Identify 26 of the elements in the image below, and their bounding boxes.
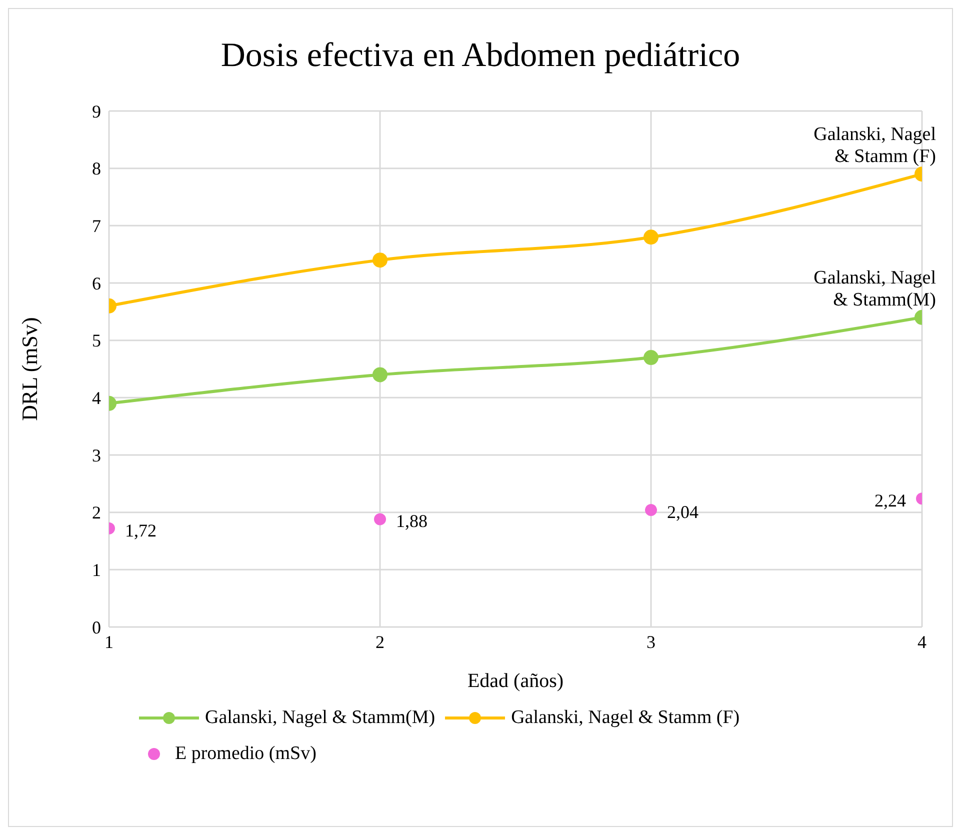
y-tick-label: 8 [92,158,101,179]
x-tick-label: 4 [918,632,926,652]
y-tick-label: 4 [92,388,101,408]
legend-label: Galanski, Nagel & Stamm (F) [511,707,740,729]
legend-label: Galanski, Nagel & Stamm(M) [205,707,436,729]
data-label: 1,72 [125,520,156,540]
data-label: 1,88 [396,511,428,532]
x-tick-label: 2 [376,632,384,652]
legend-label: E promedio (mSv) [175,743,316,765]
y-tick-label: 5 [92,330,101,351]
y-tick-label: 1 [92,560,101,580]
annotation: Galanski, Nagel & Stamm (F) [814,124,936,168]
y-tick-label: 0 [92,617,101,638]
y-axis-title: DRL (mSv) [16,317,42,421]
x-tick-label: 3 [646,632,656,652]
annotation: Galanski, Nagel & Stamm(M) [814,267,936,310]
y-tick-label: 7 [92,216,101,236]
chart-title: Dosis efectiva en Abdomen pediátrico [220,36,742,76]
data-label: 2,04 [667,502,698,522]
data-label: 2,24 [874,490,906,511]
x-axis-title: Edad (años) [467,670,564,692]
x-tick-label: 1 [104,632,114,652]
y-tick-label: 6 [92,273,101,294]
y-tick-label: 3 [92,445,101,466]
y-tick-label: 2 [92,502,101,523]
y-tick-label: 9 [92,101,101,122]
